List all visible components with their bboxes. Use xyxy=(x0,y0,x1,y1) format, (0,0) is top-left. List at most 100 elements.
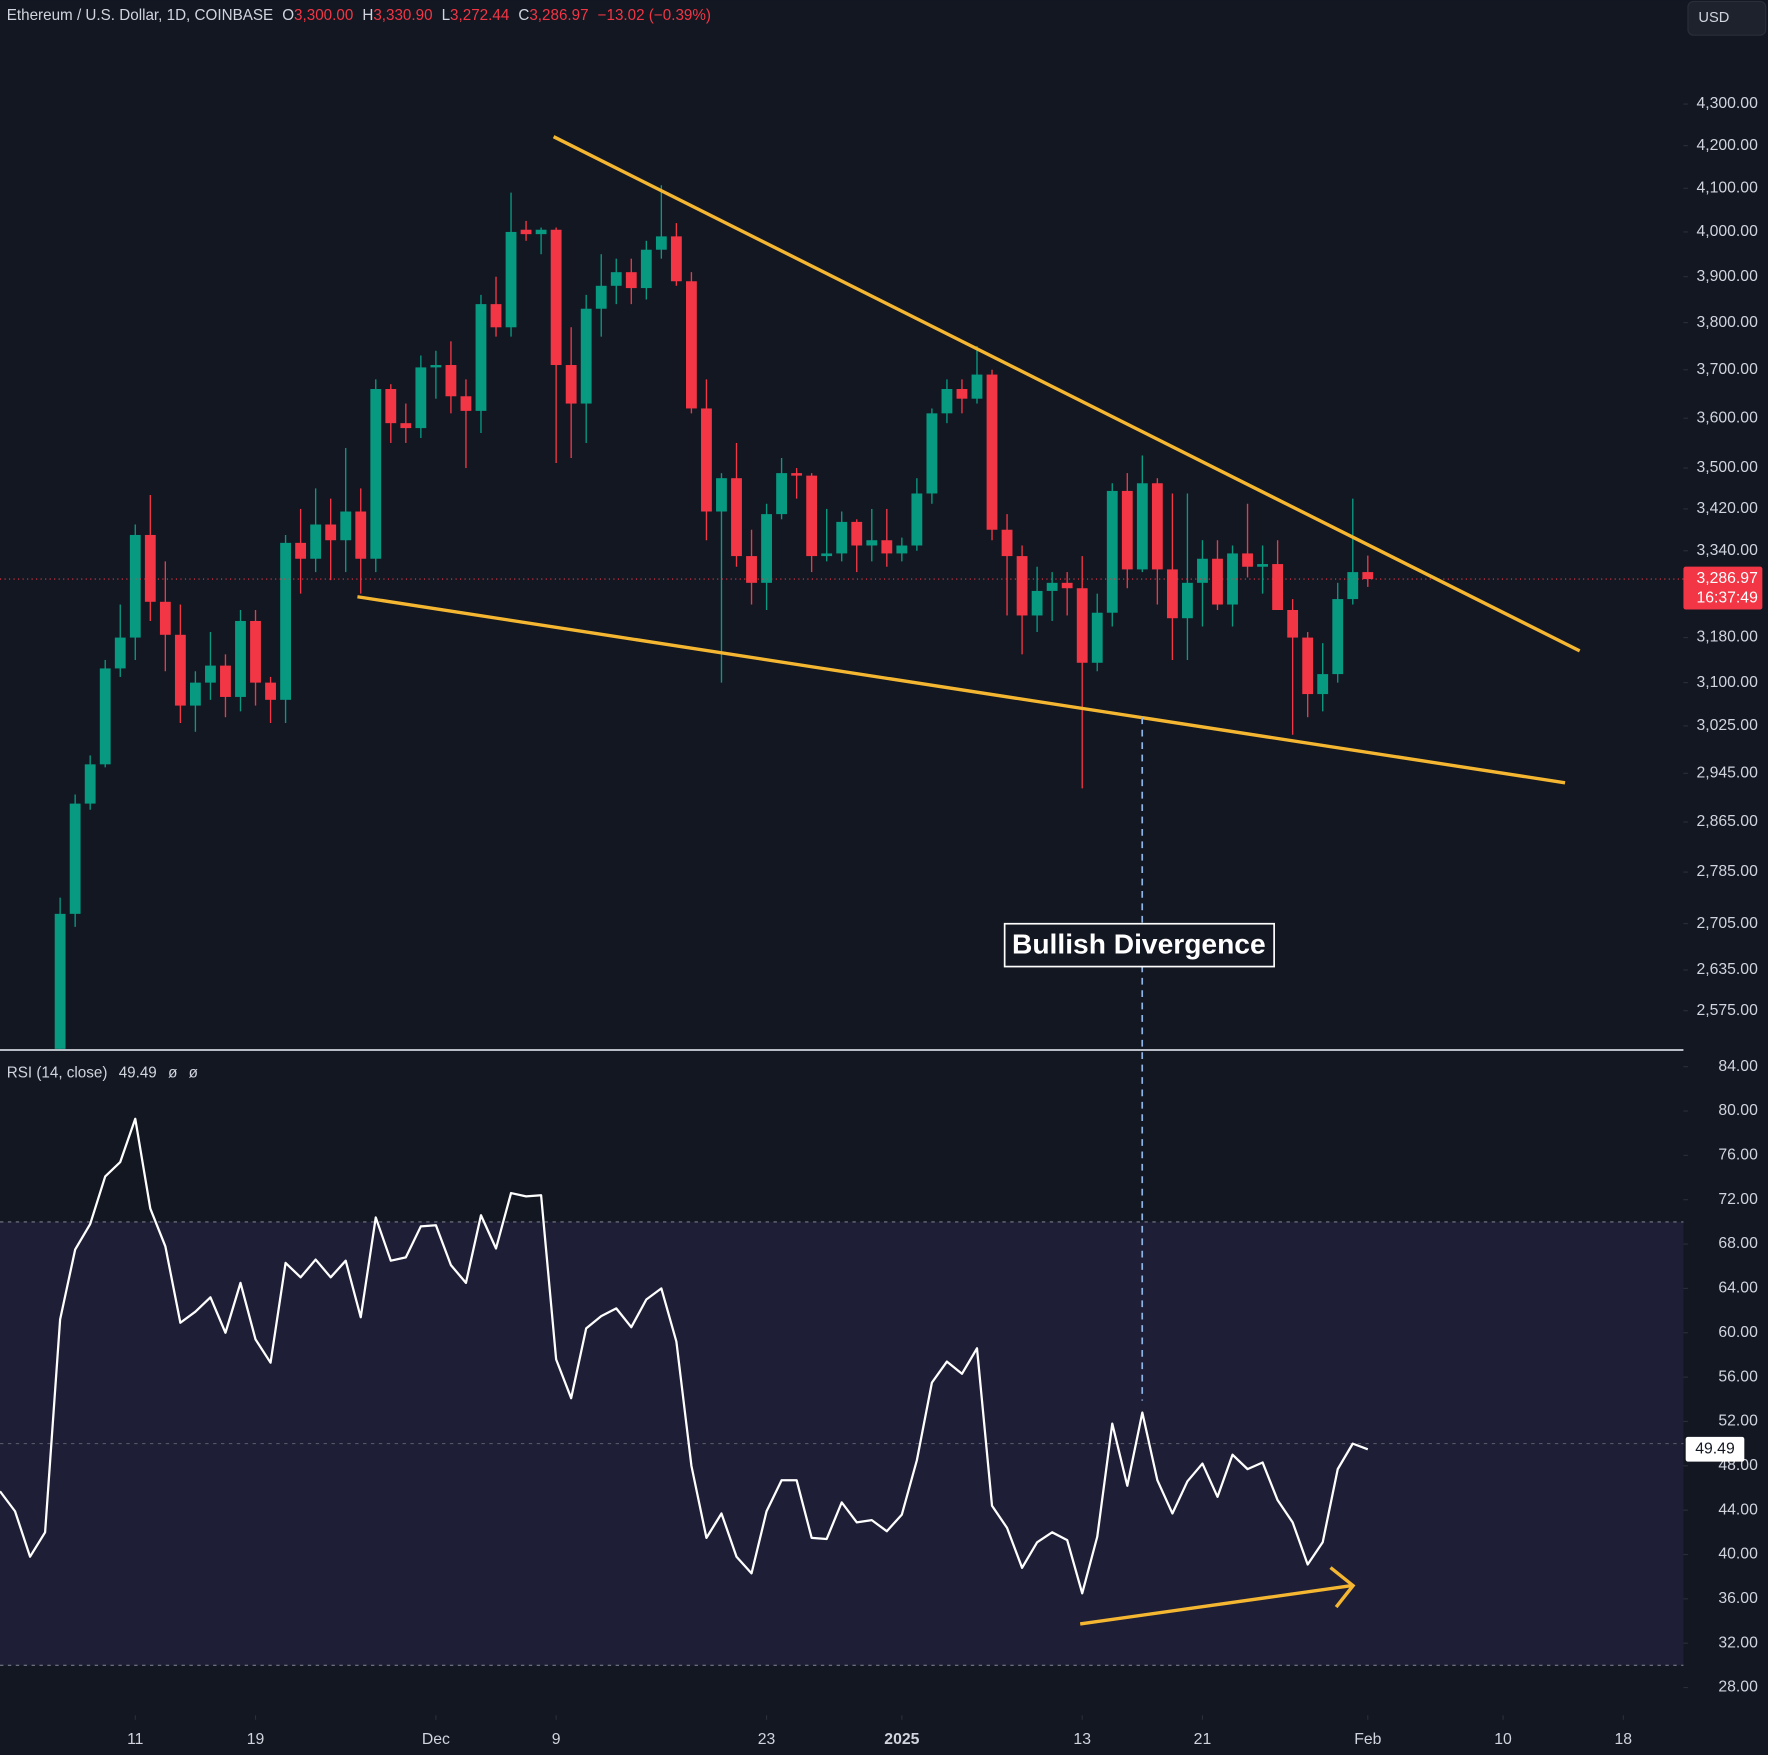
y-tick-label: 3,100.00 xyxy=(1696,674,1758,691)
x-tick-label: Dec xyxy=(422,1731,450,1748)
candle-body xyxy=(565,365,577,404)
candle-body xyxy=(881,540,893,554)
candle-body xyxy=(911,493,923,546)
currency-button[interactable] xyxy=(1687,0,1767,36)
candle-body xyxy=(159,601,171,635)
candle-body xyxy=(265,682,276,700)
candle-body xyxy=(460,396,472,411)
c-label: C xyxy=(518,7,529,24)
candle-body xyxy=(385,389,397,424)
candle-body xyxy=(144,534,156,602)
candle-body xyxy=(535,229,547,235)
candle-body xyxy=(1166,569,1178,619)
divergence-arrow xyxy=(1079,1583,1353,1626)
candle-body xyxy=(746,556,757,583)
x-tick-label: 21 xyxy=(1194,1731,1212,1748)
candle-body xyxy=(1001,529,1013,557)
candle-body xyxy=(1197,558,1208,583)
candle-body xyxy=(174,634,186,706)
candle-body xyxy=(1332,599,1344,675)
candle-body xyxy=(1151,483,1163,570)
y-tick-label: 60.00 xyxy=(1718,1324,1758,1341)
candle-body xyxy=(986,374,998,530)
y-tick-label: 32.00 xyxy=(1718,1634,1758,1651)
y-tick-label: 3,700.00 xyxy=(1696,361,1758,378)
candle-body xyxy=(625,272,637,289)
candle-body xyxy=(355,511,367,559)
y-tick-label: 76.00 xyxy=(1718,1147,1758,1164)
y-tick-label: 2,865.00 xyxy=(1696,813,1758,830)
candle-body xyxy=(1287,609,1299,638)
x-tick-label: 11 xyxy=(127,1731,143,1748)
candle-body xyxy=(220,665,231,697)
x-tick-label: Feb xyxy=(1354,1731,1381,1748)
y-tick-label: 36.00 xyxy=(1718,1590,1758,1607)
candle-body xyxy=(430,365,442,368)
y-tick-label: 3,025.00 xyxy=(1696,717,1758,734)
y-tick-label: 2,945.00 xyxy=(1696,764,1758,781)
x-tick-label: 19 xyxy=(247,1731,265,1748)
candle-body xyxy=(701,408,712,512)
y-tick-label: 80.00 xyxy=(1718,1102,1758,1119)
rsi-extra: ø xyxy=(168,1065,177,1082)
candle-body xyxy=(791,473,803,476)
x-tick-label: 10 xyxy=(1494,1731,1512,1748)
candle-body xyxy=(310,524,322,559)
high: 3,330.90 xyxy=(373,7,432,24)
candle-body xyxy=(325,524,337,541)
l-label: L xyxy=(442,7,450,24)
candle-body xyxy=(1046,582,1058,591)
x-tick-label: 2025 xyxy=(884,1731,919,1748)
y-tick-label: 84.00 xyxy=(1718,1058,1758,1075)
y-tick-label: 64.00 xyxy=(1718,1280,1758,1297)
rsi-line xyxy=(0,1117,1369,1595)
y-tick-label: 3,800.00 xyxy=(1696,314,1758,331)
y-tick-label: 72.00 xyxy=(1718,1191,1758,1208)
y-tick-label: 44.00 xyxy=(1718,1501,1758,1518)
y-tick-label: 2,635.00 xyxy=(1696,961,1758,978)
candle-body xyxy=(640,249,652,289)
candle-body xyxy=(84,764,96,804)
candle-body xyxy=(821,553,833,557)
candle-body xyxy=(776,473,788,515)
candle-body xyxy=(1182,582,1193,619)
candle-body xyxy=(761,514,772,583)
close: 3,286.97 xyxy=(529,7,588,24)
y-tick-label: 4,100.00 xyxy=(1696,179,1758,196)
candle-body xyxy=(866,540,878,546)
y-tick-label: 68.00 xyxy=(1718,1235,1758,1252)
candle-body xyxy=(1302,637,1314,695)
candle-body xyxy=(54,913,66,1049)
candle-body xyxy=(205,665,216,683)
change: −13.02 (−0.39%) xyxy=(598,7,711,24)
candle-body xyxy=(1257,564,1268,567)
candle-body xyxy=(1347,572,1359,600)
y-tick-label: 4,200.00 xyxy=(1696,137,1758,154)
candle-body xyxy=(69,803,81,914)
candle-body xyxy=(520,229,532,235)
y-tick-label: 28.00 xyxy=(1718,1679,1758,1696)
rsi-extra: ø xyxy=(189,1065,198,1082)
candle-body xyxy=(1031,590,1043,616)
y-tick-label: 52.00 xyxy=(1718,1413,1758,1430)
candle-body xyxy=(340,511,352,541)
last-price-label: 3,286.97 xyxy=(1696,570,1757,587)
currency[interactable]: USD xyxy=(1698,10,1729,26)
y-tick-label: 56.00 xyxy=(1718,1368,1758,1385)
candle-body xyxy=(415,367,427,429)
rsi-title: RSI (14, close) xyxy=(7,1065,108,1082)
candle-body xyxy=(129,534,141,638)
candle-body xyxy=(971,374,983,399)
label-box xyxy=(1003,922,1275,968)
x-tick-label: 9 xyxy=(552,1731,561,1748)
candle-body xyxy=(370,389,382,559)
h-label: H xyxy=(362,7,373,24)
y-tick-label: 3,600.00 xyxy=(1696,409,1758,426)
candle-body xyxy=(235,620,246,697)
candle-body xyxy=(550,229,562,366)
lower-trendline xyxy=(357,595,1566,785)
y-tick-label: 4,000.00 xyxy=(1696,223,1758,240)
candle-body xyxy=(1242,553,1253,567)
candle-body xyxy=(280,542,291,700)
